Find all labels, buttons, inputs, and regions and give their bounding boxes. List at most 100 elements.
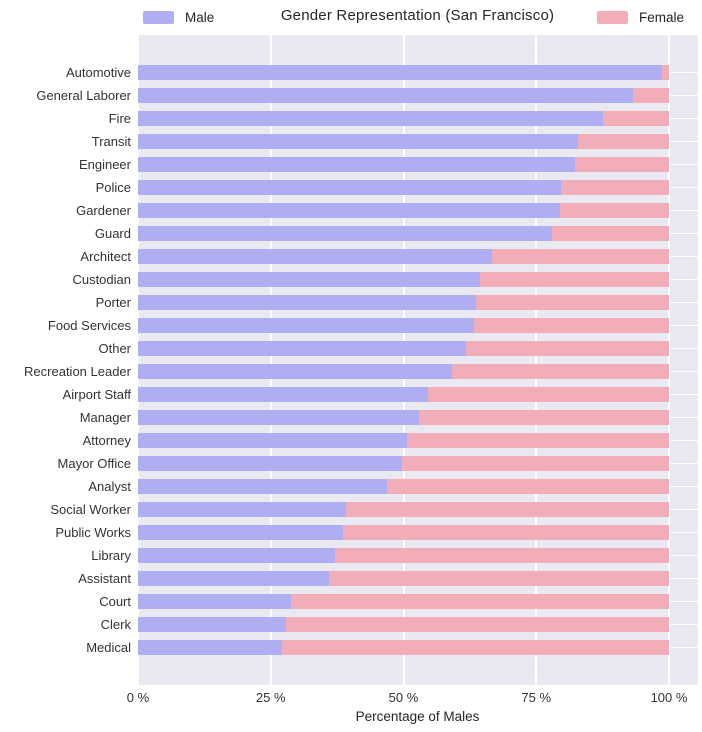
category-label: Court [99,594,131,609]
male-bar-segment [138,180,561,195]
bar-row: Gardener [0,199,702,222]
gridline-vertical [137,35,139,685]
female-bar-segment [577,134,669,149]
female-bar-segment [290,594,669,609]
bar-track [138,383,702,406]
male-bar-segment [138,479,387,494]
bar-row: Automotive [0,61,702,84]
bar-track [138,222,702,245]
legend-entry-female: Female [597,10,684,25]
category-label: Fire [108,111,131,126]
male-bar-segment [138,249,493,264]
male-bar-segment [138,157,575,172]
male-bar-segment [138,65,662,80]
female-bar-segment [552,226,669,241]
bar-row: Police [0,176,702,199]
x-tick-label: 50 % [388,690,419,705]
x-tick-label: 0 % [126,690,150,705]
female-bar-segment [427,387,669,402]
bar-row: Social Worker [0,498,702,521]
female-bar-segment [661,65,669,80]
female-bar-segment [345,502,669,517]
bar-track [138,199,702,222]
bar-row: Recreation Leader [0,360,702,383]
bar-track [138,61,702,84]
legend-entry-male: Male [143,10,214,25]
category-label: Guard [94,226,131,241]
gridline-vertical [535,35,538,685]
bar-track [138,130,702,153]
bar-track [138,590,702,613]
bar-row: Library [0,544,702,567]
category-label: Police [95,180,131,195]
x-tick-label: 100 % [650,690,688,705]
female-bar-segment [419,410,669,425]
bar-row: Mayor Office [0,452,702,475]
bar-track [138,84,702,107]
bar-track [138,498,702,521]
x-axis: 0 % 25 % 50 % 75 % 100 % [0,690,702,706]
female-bar-segment [603,111,669,126]
bar-row: Transit [0,130,702,153]
female-bar-segment [632,88,669,103]
female-bar-segment [492,249,669,264]
category-label: Recreation Leader [24,364,131,379]
bar-track [138,636,702,659]
male-bar-segment [138,111,604,126]
category-label: Automotive [65,65,131,80]
male-bar-segment [138,548,335,563]
female-swatch-icon [597,11,628,24]
female-bar-segment [406,433,669,448]
category-label: Assistant [78,571,131,586]
female-bar-segment [473,318,669,333]
category-label: Food Services [47,318,131,333]
male-bar-segment [138,571,330,586]
category-label: General Laborer [36,88,131,103]
category-label: Custodian [72,272,131,287]
female-bar-segment [335,548,669,563]
male-bar-segment [138,433,407,448]
female-bar-segment [451,364,669,379]
bar-row: Guard [0,222,702,245]
male-bar-segment [138,226,553,241]
category-label: Transit [91,134,131,149]
chart-header: Male Gender Representation (San Francisc… [0,0,702,33]
bar-row: Engineer [0,153,702,176]
female-bar-segment [402,456,669,471]
x-tick-label: 75 % [521,690,552,705]
bar-row: Court [0,590,702,613]
male-bar-segment [138,410,420,425]
female-bar-segment [479,272,669,287]
male-bar-segment [138,295,477,310]
bar-row: Analyst [0,475,702,498]
bar-track [138,452,702,475]
category-label: Porter [95,295,131,310]
bar-track [138,291,702,314]
bar-track [138,268,702,291]
bar-track [138,314,702,337]
male-bar-segment [138,318,474,333]
category-label: Airport Staff [62,387,131,402]
category-label: Mayor Office [57,456,131,471]
category-label: Medical [86,640,131,655]
category-label: Engineer [78,157,131,172]
gridline-vertical [269,35,272,685]
legend-female-label: Female [639,10,685,25]
female-bar-segment [286,617,669,632]
bar-track [138,544,702,567]
female-bar-segment [281,640,669,655]
male-bar-segment [138,272,480,287]
bar-row: Food Services [0,314,702,337]
bar-track [138,406,702,429]
bar-track [138,176,702,199]
bar-row: Medical [0,636,702,659]
bar-track [138,153,702,176]
bar-row: Assistant [0,567,702,590]
gridline-vertical [402,35,405,685]
category-label: Manager [79,410,131,425]
male-bar-segment [138,341,467,356]
female-bar-segment [466,341,669,356]
bar-rows: Automotive General Laborer Fire Transit [0,61,702,659]
bar-track [138,567,702,590]
